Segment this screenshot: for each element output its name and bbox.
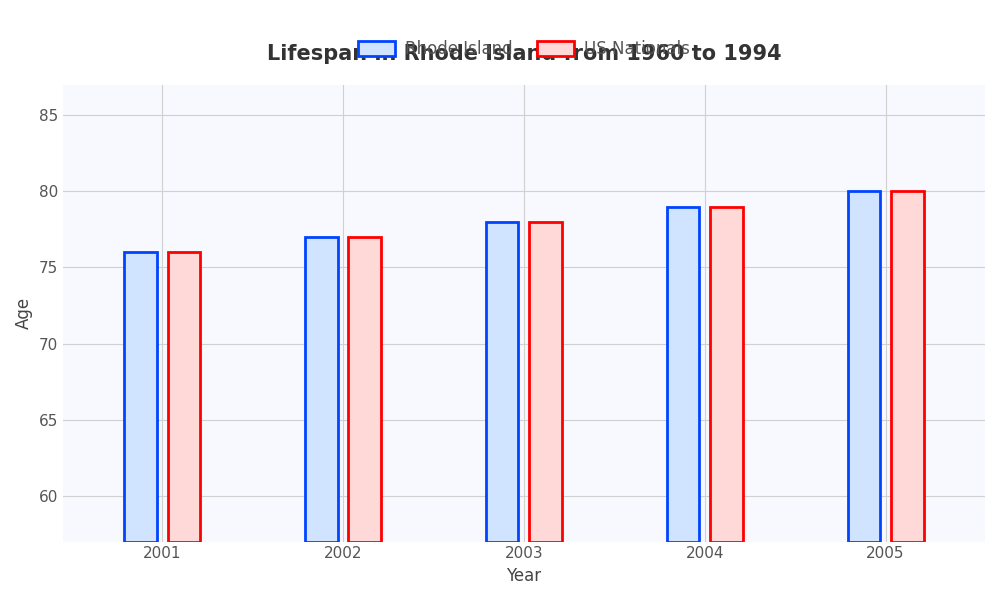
Bar	[529, 222, 562, 542]
Bar	[848, 191, 880, 542]
Bar	[124, 252, 157, 542]
Legend: Rhode Island, US Nationals: Rhode Island, US Nationals	[351, 34, 696, 65]
Y-axis label: Age: Age	[15, 297, 33, 329]
Bar	[348, 237, 381, 542]
Title: Lifespan in Rhode Island from 1960 to 1994: Lifespan in Rhode Island from 1960 to 19…	[267, 44, 781, 64]
Bar	[667, 206, 699, 542]
Bar	[305, 237, 338, 542]
X-axis label: Year: Year	[506, 567, 541, 585]
Bar	[486, 222, 518, 542]
Bar	[891, 191, 924, 542]
Bar	[168, 252, 200, 542]
Bar	[710, 206, 743, 542]
